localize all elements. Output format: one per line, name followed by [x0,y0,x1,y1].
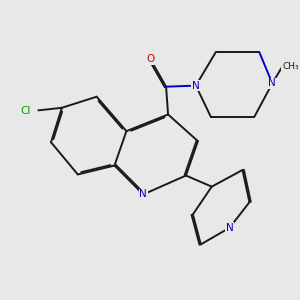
Text: Cl: Cl [21,106,31,116]
Text: N: N [192,81,200,91]
Text: N: N [226,223,233,233]
Text: N: N [140,189,147,200]
Text: N: N [268,78,276,88]
Text: O: O [146,54,154,64]
Text: CH₃: CH₃ [282,62,299,71]
